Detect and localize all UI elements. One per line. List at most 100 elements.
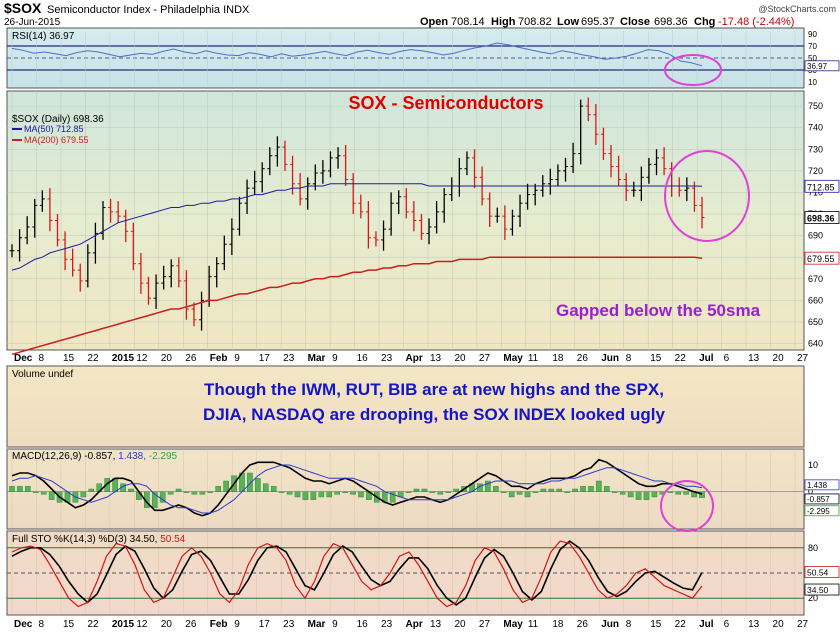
macd-hist-bar <box>318 491 325 498</box>
ohlc-high-label: High <box>491 16 516 28</box>
ohlc-open-label: Open <box>420 16 448 28</box>
macd-value-box <box>804 505 840 517</box>
x-axis-label-top: 20 <box>773 353 785 364</box>
x-axis-label-top: Apr <box>406 353 423 364</box>
macd-hist-bar <box>405 491 412 493</box>
ohlc-chg-value: -17.48 (-2.44%) <box>718 16 794 28</box>
macd-hist-bar <box>604 486 610 492</box>
x-axis-label-bottom: 20 <box>773 619 785 630</box>
last-price-value: 698.36 <box>807 214 835 224</box>
x-axis-label-bottom: 22 <box>675 619 687 630</box>
x-axis-label-bottom: 26 <box>185 619 197 630</box>
macd-hist-bar <box>175 488 182 492</box>
sto-value-label: 34.50 <box>807 585 829 595</box>
grid-lines <box>7 31 804 614</box>
x-axis-label-top: Jun <box>601 353 619 364</box>
x-axis-label-top: 23 <box>283 353 295 364</box>
ma50-last-box <box>804 179 840 193</box>
x-axis-label-top: 23 <box>381 353 393 364</box>
price-tick-label: 690 <box>808 231 823 241</box>
ohlc-high-value: 708.82 <box>518 16 552 28</box>
macd-hist-bar <box>524 491 531 498</box>
ma50-legend: MA(50) 712.85 <box>24 124 84 134</box>
x-axis-label-top: 2015 <box>112 353 135 364</box>
axis-labels: 907050301036.977507407307207107006906806… <box>14 30 840 630</box>
macd-hist-bar <box>429 491 436 493</box>
macd-hist-bar <box>128 488 134 492</box>
macd-hist-bar <box>445 491 452 493</box>
macd-hist-bar <box>350 491 356 495</box>
macd-hist-bar <box>453 488 459 492</box>
x-axis-label-top: 22 <box>675 353 687 364</box>
ohlc-open-value: 708.14 <box>451 16 485 28</box>
macd-value-label: 1.438 <box>807 481 828 490</box>
x-axis-label-bottom: May <box>503 619 523 630</box>
x-axis-label-top: 27 <box>797 353 809 364</box>
x-axis-label-bottom: 27 <box>479 619 491 630</box>
macd-hist-bar <box>262 483 269 492</box>
macd-tick-label: 0 <box>808 487 813 497</box>
macd-hist-bar <box>286 491 293 495</box>
macd-legend-main: MACD(12,26,9) -0.857, <box>12 451 115 462</box>
macd-hist-bar <box>80 491 87 498</box>
macd-hist-bar <box>40 491 47 495</box>
x-axis-label-bottom: Dec <box>14 619 33 630</box>
sto-value-box <box>804 566 840 578</box>
sto-d-line <box>11 540 703 606</box>
x-axis-label-top: 22 <box>87 353 99 364</box>
ma50-last-value: 712.85 <box>807 182 835 192</box>
ma200-last-box <box>804 251 840 265</box>
macd-value-label: -2.295 <box>807 507 830 516</box>
x-axis-label-bottom: 23 <box>381 619 393 630</box>
macd-hist-bar <box>17 486 23 492</box>
macd-hist-bar <box>223 480 229 492</box>
x-axis-label-bottom: 9 <box>332 619 338 630</box>
macd-hist-bar <box>619 491 626 495</box>
price-tick-label: 740 <box>808 123 823 133</box>
x-axis-label-top: 8 <box>38 353 44 364</box>
chart-marks <box>9 42 705 608</box>
macd-hist-bar <box>556 488 563 492</box>
macd-hist-bar <box>151 491 158 508</box>
x-axis-label-top: Jul <box>699 353 714 364</box>
x-axis-label-bottom: 8 <box>38 619 44 630</box>
x-axis-label-top: 20 <box>161 353 173 364</box>
chart-date: 26-Jun-2015 <box>4 17 61 28</box>
x-axis-label-top: 9 <box>332 353 338 364</box>
macd-hist-bar <box>635 491 642 500</box>
macd-macd-line <box>11 458 703 517</box>
macd-hist-bar <box>278 491 285 493</box>
macd-hist-bar <box>421 488 428 492</box>
x-axis-label-top: Dec <box>14 353 33 364</box>
symbol: $SOX <box>4 0 42 16</box>
x-axis-label-bottom: 17 <box>259 619 271 630</box>
price-legend: $SOX (Daily) 698.36 <box>12 114 104 125</box>
macd-hist-bar <box>270 486 277 492</box>
macd-hist-bar <box>611 491 618 493</box>
price-tick-label: 660 <box>808 295 823 305</box>
macd-hist-bar <box>516 491 523 495</box>
last-price-box <box>804 211 840 224</box>
macd-hist-bar <box>294 491 301 498</box>
macd-highlight-circle <box>660 480 714 532</box>
x-axis-label-bottom: 27 <box>797 619 809 630</box>
sto-legend-k: 50.54 <box>160 534 185 545</box>
macd-hist-bar <box>358 491 364 498</box>
x-axis-label-bottom: 2015 <box>112 619 135 630</box>
x-axis-label-top: 13 <box>430 353 442 364</box>
price-tick-label: 730 <box>808 144 823 154</box>
macd-hist-bar <box>437 491 444 495</box>
macd-hist-bar <box>183 491 190 493</box>
x-axis-label-bottom: 18 <box>552 619 564 630</box>
macd-value-label: -0.857 <box>807 495 830 504</box>
sto-k-line <box>11 540 703 608</box>
macd-hist-bar <box>310 491 317 500</box>
x-axis-label-bottom: 16 <box>357 619 369 630</box>
macd-hist-bar <box>596 480 602 492</box>
macd-panel <box>6 448 805 530</box>
macd-hist-bar <box>588 486 594 492</box>
x-axis-label-top: 9 <box>234 353 240 364</box>
price-highlight-circle <box>664 150 750 242</box>
macd-hist-bar <box>492 486 499 492</box>
macd-hist-bar <box>572 488 578 492</box>
